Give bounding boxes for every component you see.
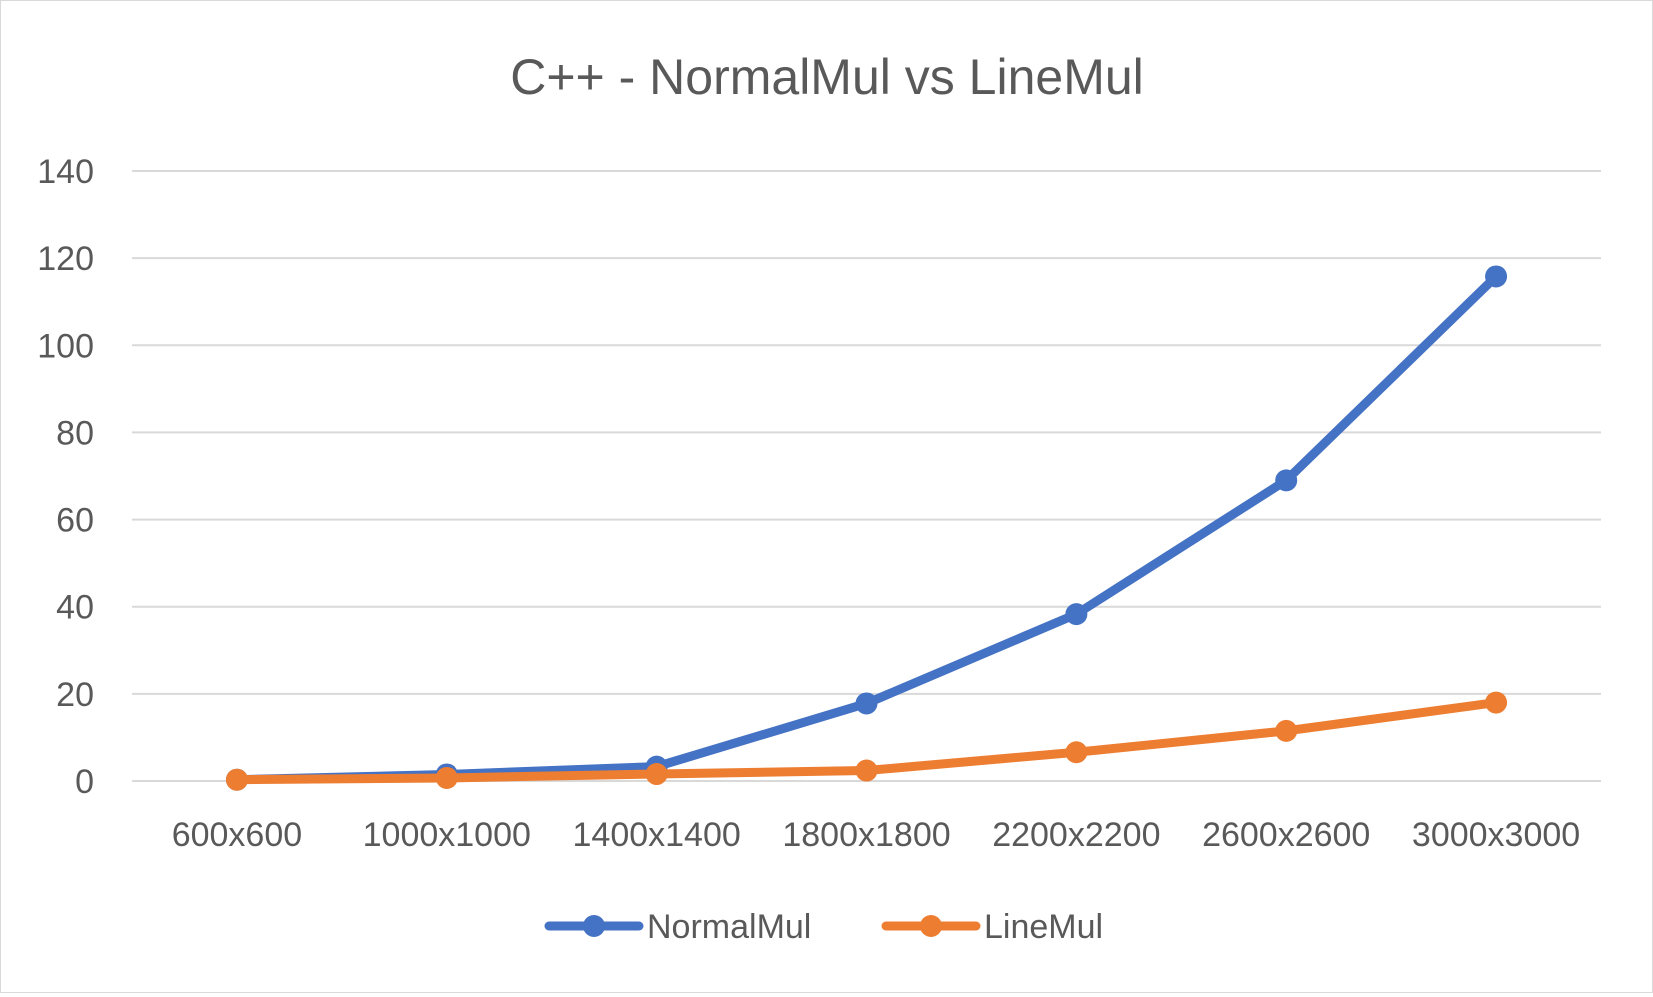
data-point (855, 692, 878, 715)
data-point (1065, 603, 1088, 626)
x-tick-label: 600x600 (172, 816, 302, 854)
data-point (1275, 469, 1298, 492)
y-tick-label: 0 (75, 763, 94, 801)
x-tick-label: 1000x1000 (363, 816, 531, 854)
legend-item: LineMul (881, 908, 1103, 946)
chart-title: C++ - NormalMul vs LineMul (510, 49, 1144, 105)
y-tick-label: 140 (37, 153, 94, 191)
legend: NormalMul LineMul (544, 908, 1103, 946)
y-axis-ticks: 0 20 40 60 80 100 120 140 (37, 153, 94, 801)
legend-item: NormalMul (544, 908, 811, 946)
gridlines (132, 170, 1601, 782)
legend-label: LineMul (984, 908, 1103, 946)
data-point (1275, 719, 1298, 742)
legend-swatch-marker (583, 915, 605, 937)
y-tick-label: 20 (56, 676, 94, 714)
data-point (1485, 691, 1508, 714)
series-LineMul (225, 691, 1508, 791)
data-point (225, 768, 248, 791)
data-point (1065, 741, 1088, 764)
data-point (645, 763, 668, 786)
legend-swatch-marker (920, 915, 942, 937)
y-tick-label: 120 (37, 240, 94, 278)
series-lines (225, 265, 1508, 791)
x-tick-label: 1800x1800 (782, 816, 950, 854)
x-tick-label: 3000x3000 (1412, 816, 1580, 854)
data-point (1485, 265, 1508, 288)
x-axis-ticks: 600x600 1000x1000 1400x1400 1800x1800 2200x2… (172, 816, 1581, 854)
x-tick-label: 1400x1400 (573, 816, 741, 854)
x-tick-label: 2200x2200 (992, 816, 1160, 854)
data-point (855, 759, 878, 782)
y-tick-label: 80 (56, 414, 94, 452)
legend-label: NormalMul (647, 908, 811, 946)
data-point (435, 766, 458, 789)
y-tick-label: 100 (37, 327, 94, 365)
series-NormalMul (225, 265, 1508, 791)
y-tick-label: 40 (56, 589, 94, 627)
x-tick-label: 2600x2600 (1202, 816, 1370, 854)
y-tick-label: 60 (56, 502, 94, 540)
